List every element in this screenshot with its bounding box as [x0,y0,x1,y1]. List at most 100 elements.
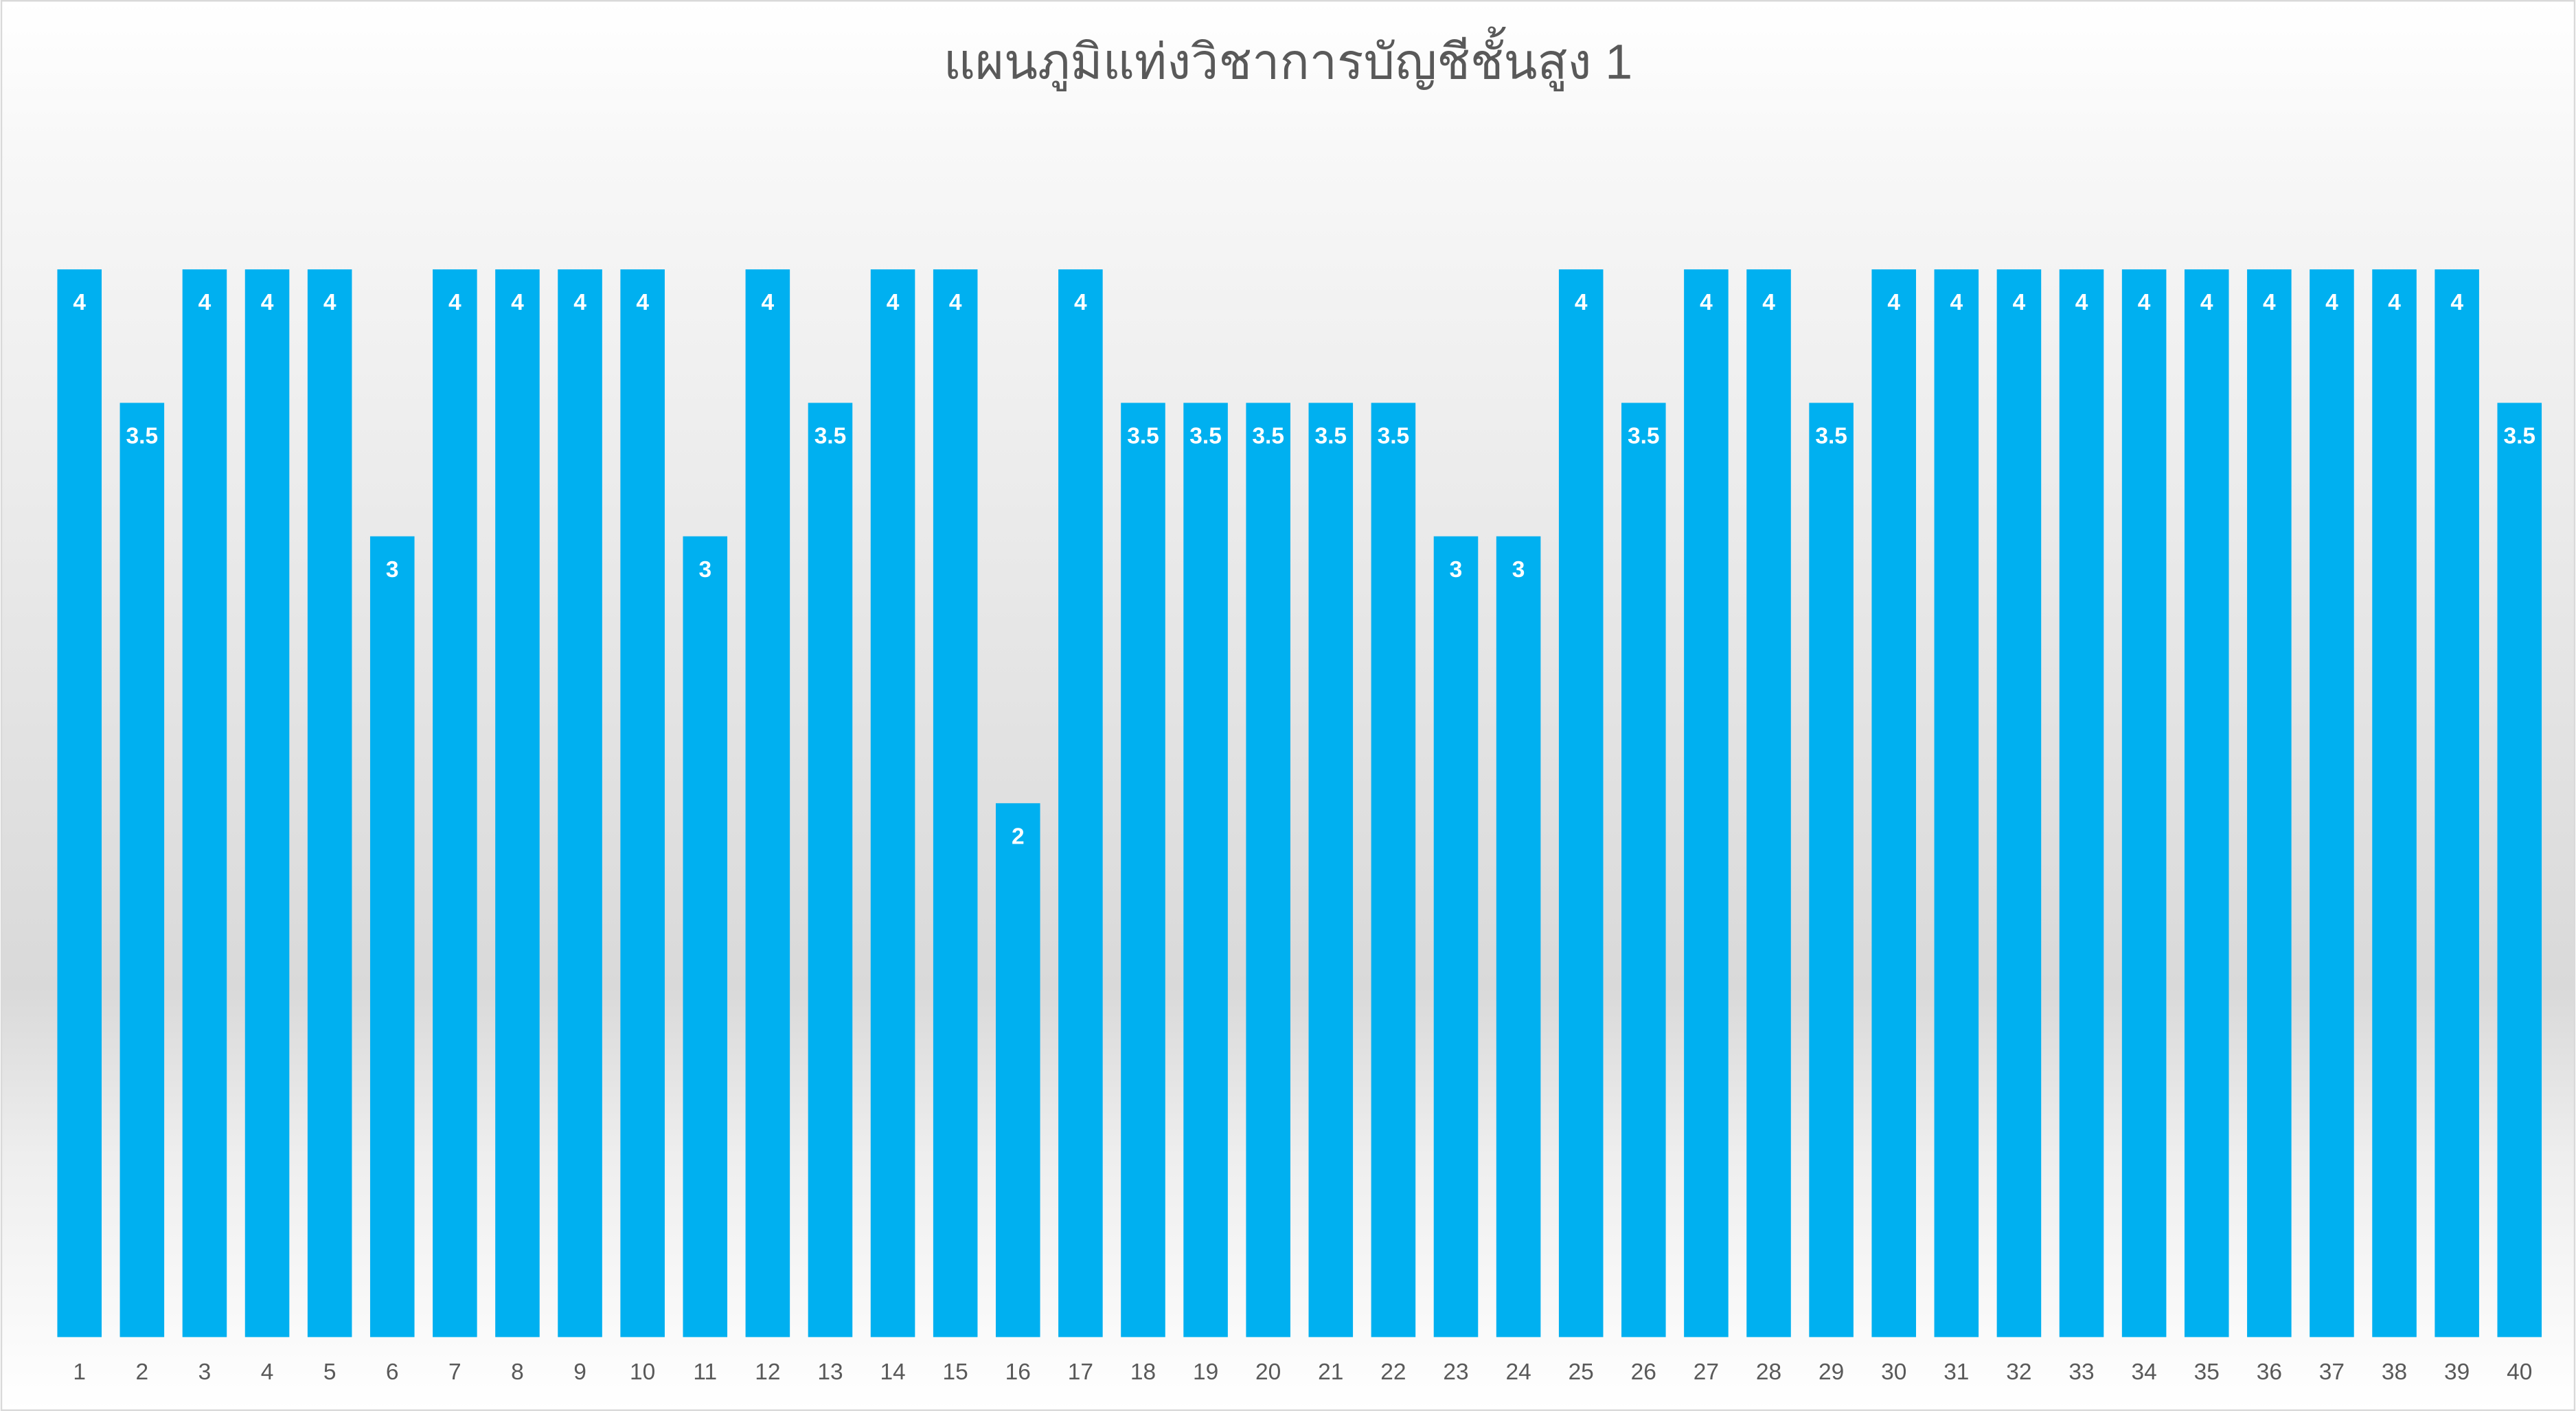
bar [558,269,602,1337]
bar [57,269,102,1337]
x-tick-label: 2 [136,1359,149,1385]
x-tick-label: 8 [511,1359,524,1385]
data-label: 3 [1450,557,1463,583]
x-tick-label: 18 [1130,1359,1156,1385]
bar [1496,536,1541,1337]
bar [1433,536,1479,1337]
bar [1121,403,1165,1337]
bar [1621,403,1666,1337]
data-label: 4 [2200,290,2213,315]
bar [495,269,540,1337]
x-tick-label: 10 [630,1359,655,1385]
bar [1809,403,1854,1337]
data-label: 4 [198,290,212,315]
bar [244,269,290,1337]
data-label: 4 [2450,290,2463,315]
data-label: 4 [511,290,524,315]
bar [2310,269,2354,1337]
x-tick-label: 38 [2382,1359,2407,1385]
data-label: 3.5 [2503,423,2535,449]
bar [995,803,1040,1337]
data-label: 2 [1012,824,1025,849]
bar [2121,269,2167,1337]
bar [808,403,853,1337]
x-tick-label: 39 [2444,1359,2470,1385]
x-tick-label: 9 [573,1359,586,1385]
data-label: 4 [2388,290,2401,315]
bar [745,269,790,1337]
x-tick-label: 12 [755,1359,780,1385]
data-label: 4 [261,290,274,315]
data-label: 3 [698,557,711,583]
x-tick-label: 7 [448,1359,461,1385]
x-tick-label: 21 [1318,1359,1343,1385]
data-label: 4 [323,290,337,315]
x-tick-label: 27 [1694,1359,1719,1385]
bar [1684,269,1729,1337]
data-label: 3.5 [1315,423,1347,449]
bar [1246,403,1290,1337]
data-label: 4 [448,290,461,315]
bar [1934,269,1979,1337]
bar [1371,403,1416,1337]
bar [433,269,477,1337]
x-tick-label: 13 [817,1359,843,1385]
data-label: 4 [762,290,775,315]
x-tick-label: 28 [1756,1359,1781,1385]
data-label: 4 [1074,290,1087,315]
data-label: 4 [2075,290,2088,315]
bar [933,269,978,1337]
x-tick-label: 34 [2132,1359,2157,1385]
data-label: 4 [2263,290,2276,315]
bar [1058,269,1103,1337]
data-label: 3 [1512,557,1525,583]
x-tick-label: 20 [1255,1359,1281,1385]
bar [620,269,665,1337]
bar [1871,269,1916,1337]
data-label: 4 [1887,290,1900,315]
bar [2497,403,2542,1337]
bar [2372,269,2417,1337]
bar [1183,403,1228,1337]
data-label: 4 [949,290,962,315]
x-tick-label: 31 [1944,1359,1969,1385]
data-label: 3 [386,557,399,583]
x-tick-label: 29 [1819,1359,1844,1385]
data-label: 4 [1700,290,1713,315]
x-tick-label: 17 [1068,1359,1093,1385]
data-label: 3.5 [1127,423,1159,449]
x-tick-label: 19 [1193,1359,1218,1385]
x-tick-label: 6 [386,1359,399,1385]
x-tick-label: 32 [2006,1359,2031,1385]
x-tick-label: 30 [1881,1359,1906,1385]
x-tick-label: 24 [1505,1359,1531,1385]
data-label: 4 [573,290,586,315]
x-tick-label: 15 [943,1359,968,1385]
x-tick-label: 14 [880,1359,905,1385]
bar [1558,269,1604,1337]
data-label: 4 [1762,290,1775,315]
data-label: 3.5 [126,423,159,449]
x-tick-label: 3 [198,1359,212,1385]
data-label: 4 [636,290,649,315]
data-label: 3.5 [814,423,847,449]
bar [1308,403,1354,1337]
x-tick-label: 11 [693,1359,717,1385]
x-tick-label: 40 [2507,1359,2532,1385]
data-label: 3.5 [1252,423,1284,449]
data-label: 3.5 [1815,423,1847,449]
x-tick-label: 16 [1005,1359,1031,1385]
data-label: 4 [2013,290,2026,315]
bar [2184,269,2229,1337]
data-label: 4 [1575,290,1588,315]
data-label: 4 [887,290,900,315]
x-tick-label: 33 [2068,1359,2094,1385]
x-tick-label: 25 [1569,1359,1594,1385]
bar [2247,269,2292,1337]
data-label: 4 [2325,290,2338,315]
bar [2435,269,2479,1337]
data-label: 4 [2138,290,2151,315]
bar [307,269,352,1337]
